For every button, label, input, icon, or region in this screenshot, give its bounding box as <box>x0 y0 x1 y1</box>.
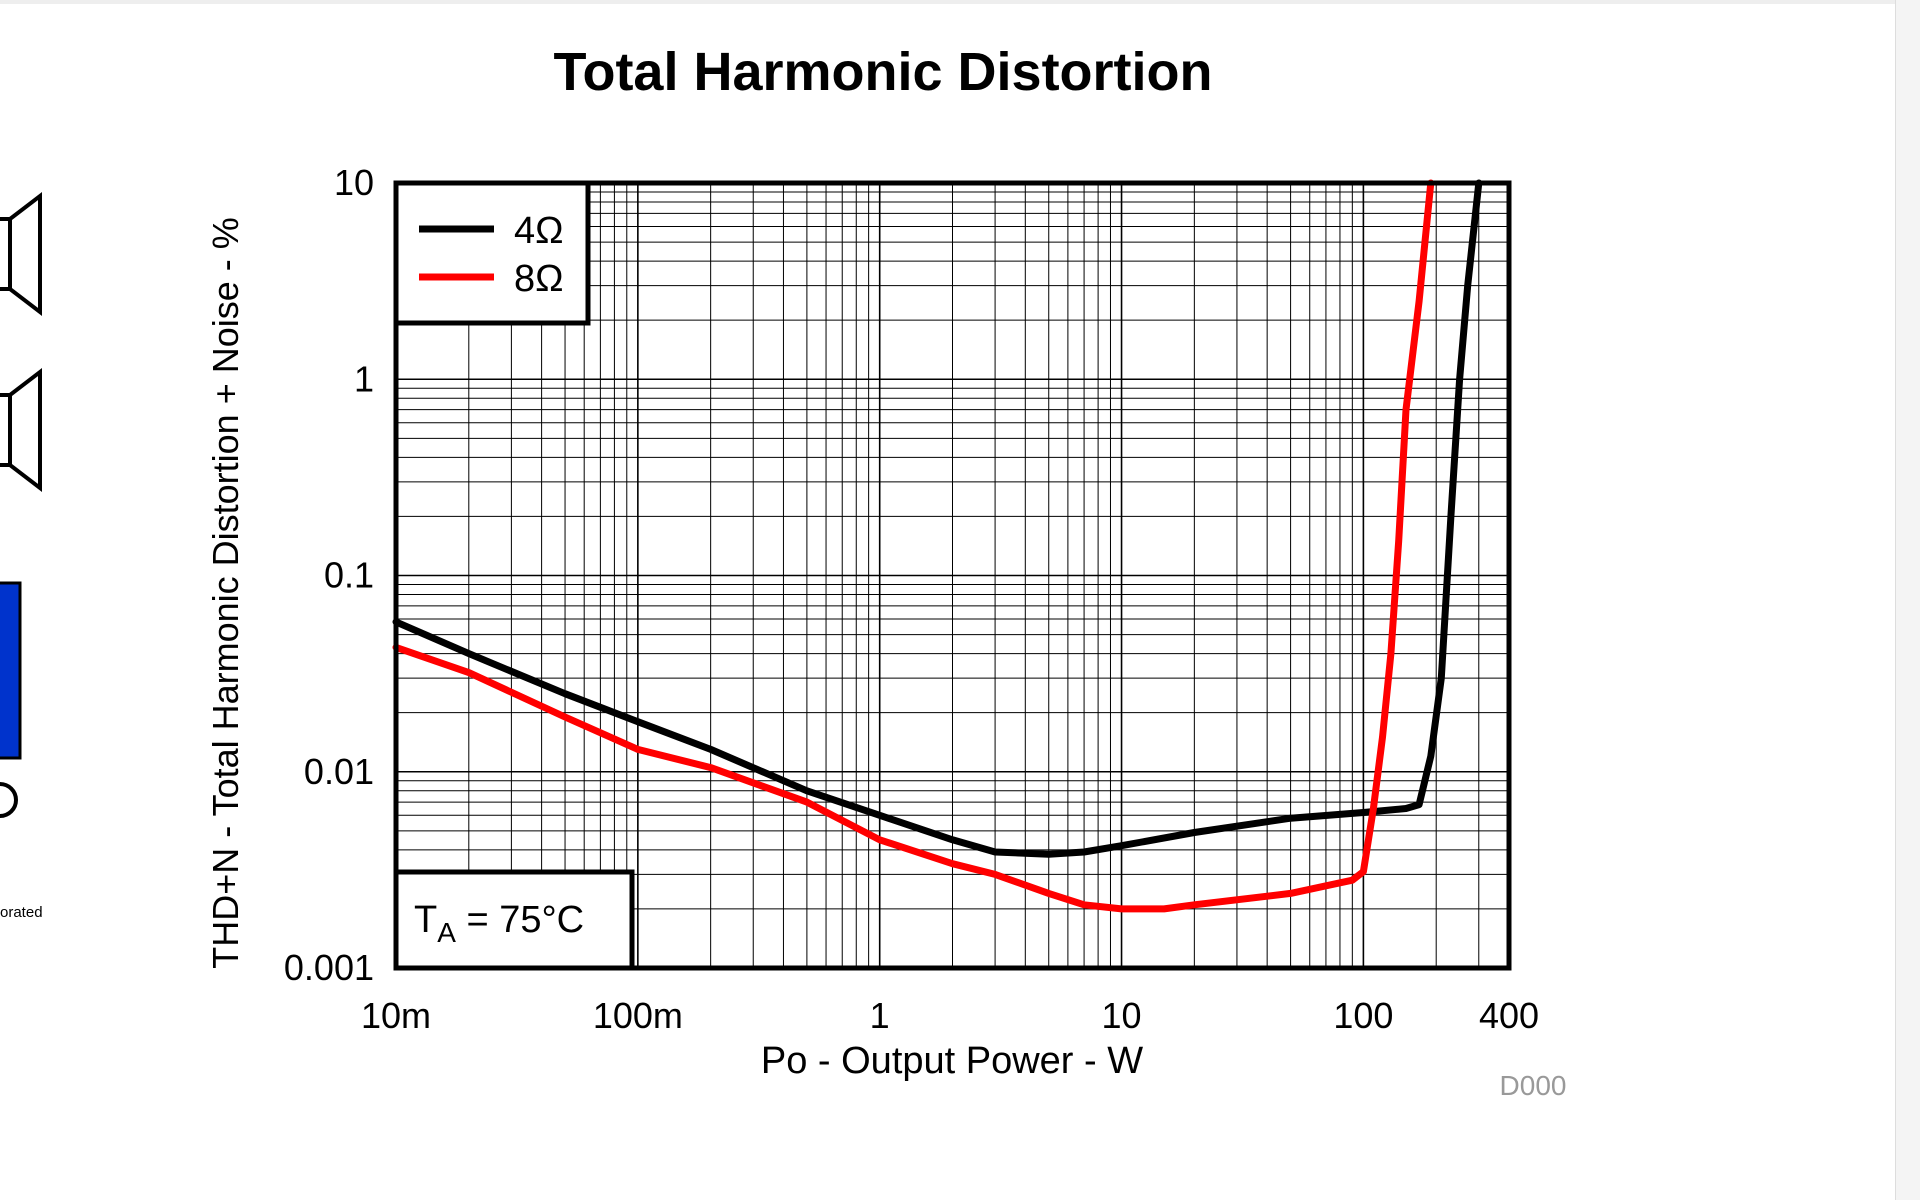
series-line-4ohm <box>392 179 1483 858</box>
speaker-icon <box>0 191 42 317</box>
blue-block <box>0 581 22 760</box>
annotation-rest: = 75°C <box>456 899 584 941</box>
x-tick-label: 10 <box>1102 995 1142 1036</box>
y-tick-label: 0.01 <box>304 751 374 792</box>
temperature-annotation: TA = 75°C <box>393 869 635 971</box>
x-axis-label: Po - Output Power - W <box>761 1040 1143 1082</box>
right-scroll-edge[interactable] <box>1895 0 1920 1200</box>
circle-fragment-icon <box>0 782 18 818</box>
legend: 4Ω 8Ω <box>393 180 591 326</box>
sidebar-text-fragment: orated <box>0 904 43 921</box>
y-tick-label: 1 <box>354 358 374 399</box>
annotation-main: T <box>414 899 437 941</box>
x-tick-label: 400 <box>1479 995 1539 1036</box>
svg-text:TA = 75°C: TA = 75°C <box>414 899 584 948</box>
y-axis-label: THD+N - Total Harmonic Distortion + Nois… <box>205 217 246 969</box>
annotation-sub: A <box>437 917 456 948</box>
speaker-icon <box>0 367 42 493</box>
x-tick-label: 10m <box>361 995 431 1036</box>
figure-id: D000 <box>1500 1070 1567 1101</box>
y-tick-label: 0.001 <box>284 947 374 988</box>
chart-title: Total Harmonic Distortion <box>553 42 1212 102</box>
series-line-8ohm <box>392 179 1435 913</box>
y-tick-label: 10 <box>334 162 374 203</box>
x-tick-label: 100m <box>593 995 683 1036</box>
y-tick-label: 0.1 <box>324 555 374 596</box>
legend-label-4ohm: 4Ω <box>514 210 564 252</box>
plot-frame <box>393 180 1512 971</box>
tick-labels: 10m 100m 1 10 100 400 0.001 0.01 0.1 1 10 <box>284 162 1539 1036</box>
x-tick-label: 1 <box>870 995 890 1036</box>
legend-label-8ohm: 8Ω <box>514 258 564 300</box>
series-group <box>392 179 1483 913</box>
x-tick-label: 100 <box>1333 995 1393 1036</box>
top-edge <box>0 0 1920 4</box>
